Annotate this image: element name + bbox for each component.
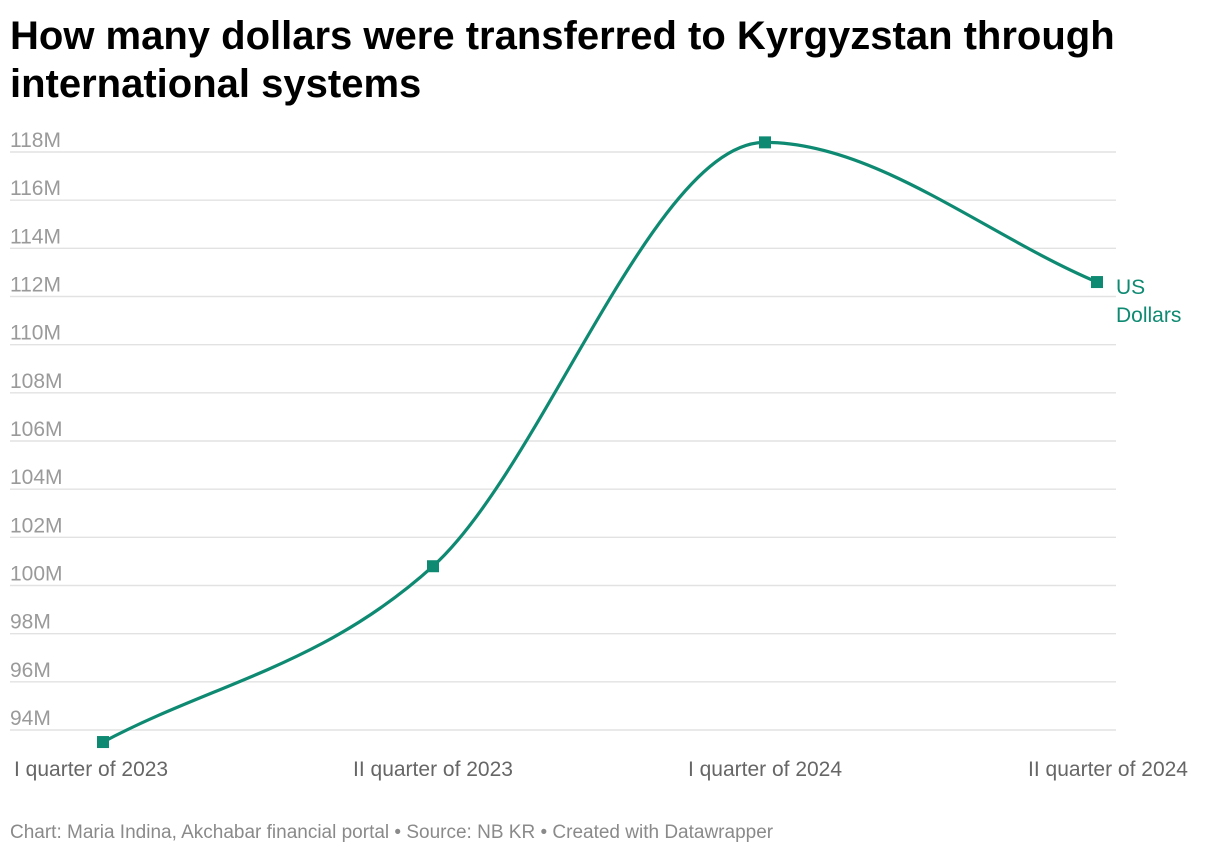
y-tick-label: 100M xyxy=(10,563,63,586)
data-point-marker xyxy=(427,560,439,573)
y-tick-label: 118M xyxy=(10,129,61,152)
y-tick-label: 98M xyxy=(10,611,51,634)
y-tick-label: 106M xyxy=(10,418,63,441)
series-markers xyxy=(97,136,1103,749)
series-label: Dollars xyxy=(1116,304,1181,327)
y-tick-label: 102M xyxy=(10,514,63,537)
series-line xyxy=(101,140,1099,744)
series-labels: US Dollars xyxy=(1116,276,1181,327)
x-tick-label: II quarter of 2024 xyxy=(1028,758,1188,781)
data-point-marker xyxy=(97,736,109,749)
y-tick-label: 114M xyxy=(10,225,61,248)
series-lines xyxy=(101,140,1099,744)
data-point-marker xyxy=(1091,276,1103,289)
data-point-marker xyxy=(759,136,771,149)
y-tick-label: 112M xyxy=(10,274,61,297)
y-axis-tick-labels: 94M 96M 98M 100M 102M 104M 106M 108M 110M 112M 114… xyxy=(10,129,63,730)
y-tick-label: 108M xyxy=(10,370,63,393)
y-tick-label: 94M xyxy=(10,707,51,730)
chart-title: How many dollars were transferred to Kyr… xyxy=(10,14,1115,106)
y-tick-label: 104M xyxy=(10,466,63,489)
series-label: US xyxy=(1116,276,1145,299)
x-tick-label: I quarter of 2024 xyxy=(688,758,842,781)
chart-footer: Chart: Maria Indina, Akchabar financial … xyxy=(10,822,774,843)
y-tick-label: 116M xyxy=(10,177,61,200)
y-tick-label: 96M xyxy=(10,659,51,682)
y-gridlines xyxy=(10,151,1116,731)
x-tick-label: I quarter of 2023 xyxy=(14,758,168,781)
x-axis-tick-labels: I quarter of 2023 II quarter of 2023 I qua… xyxy=(14,758,1188,781)
y-tick-label: 110M xyxy=(10,322,61,345)
x-tick-label: II quarter of 2023 xyxy=(353,758,513,781)
